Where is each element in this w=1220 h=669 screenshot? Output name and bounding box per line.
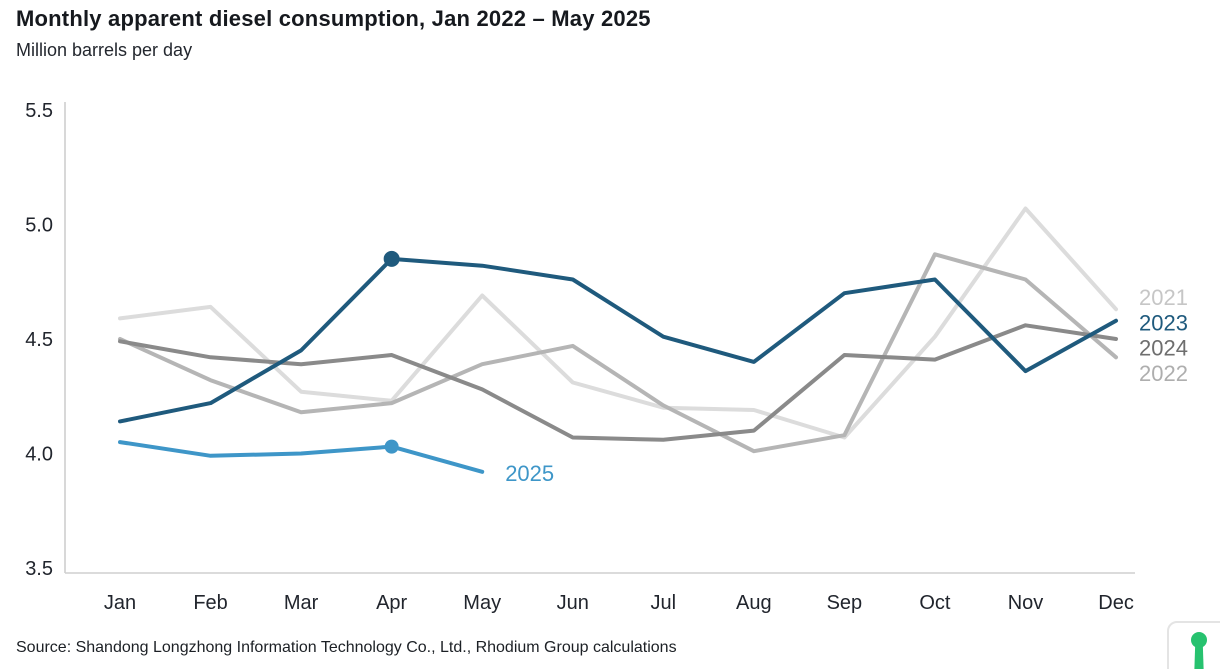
corner-card[interactable]: [1167, 621, 1220, 669]
series-marker-2023: [383, 250, 400, 267]
x-axis-month-label: Mar: [284, 592, 319, 614]
x-axis-month-label: Apr: [376, 592, 407, 614]
series-label-2022: 2022: [1139, 361, 1188, 386]
series-line-2025: [118, 440, 485, 474]
x-axis-month-label: Oct: [919, 592, 951, 614]
y-axis-tick-label: 5.0: [25, 215, 53, 237]
series-line-2021: [118, 206, 1118, 440]
series-label-2024: 2024: [1139, 336, 1188, 361]
series-marker-2025: [384, 439, 399, 454]
source-text: Source: Shandong Longzhong Information T…: [16, 639, 677, 656]
x-axis-month-label: Sep: [827, 592, 863, 614]
y-axis-tick-label: 5.5: [25, 100, 53, 122]
pin-icon: [1191, 632, 1207, 669]
series-label-2025: 2025: [505, 461, 554, 486]
y-axis-tick-label: 3.5: [25, 558, 53, 580]
x-axis-month-label: Jan: [104, 592, 136, 614]
x-axis-month-label: Aug: [736, 592, 772, 614]
series-line-2024: [118, 323, 1118, 442]
chart-title: Monthly apparent diesel consumption, Jan…: [16, 6, 651, 31]
y-axis-tick-label: 4.0: [25, 444, 53, 466]
chart-svg: 3.5 4.0 4.5 5.0 5.5 Jan Feb Mar Apr May Jun Jul Aug S…: [25, 100, 1188, 614]
y-axis-tick-label: 4.5: [25, 329, 53, 351]
x-axis-month-label: Jul: [651, 592, 677, 614]
series-line-2022: [118, 252, 1118, 454]
series-label-2021: 2021: [1139, 285, 1188, 310]
x-axis-month-label: May: [463, 592, 501, 614]
x-axis-month-label: Feb: [193, 592, 227, 614]
x-axis-month-label: Nov: [1008, 592, 1044, 614]
x-axis-month-label: Dec: [1098, 592, 1134, 614]
x-axis-month-label: Jun: [557, 592, 589, 614]
series-label-2023: 2023: [1139, 310, 1188, 335]
series-line-2023: [118, 256, 1118, 424]
chart-subtitle: Million barrels per day: [16, 40, 193, 60]
